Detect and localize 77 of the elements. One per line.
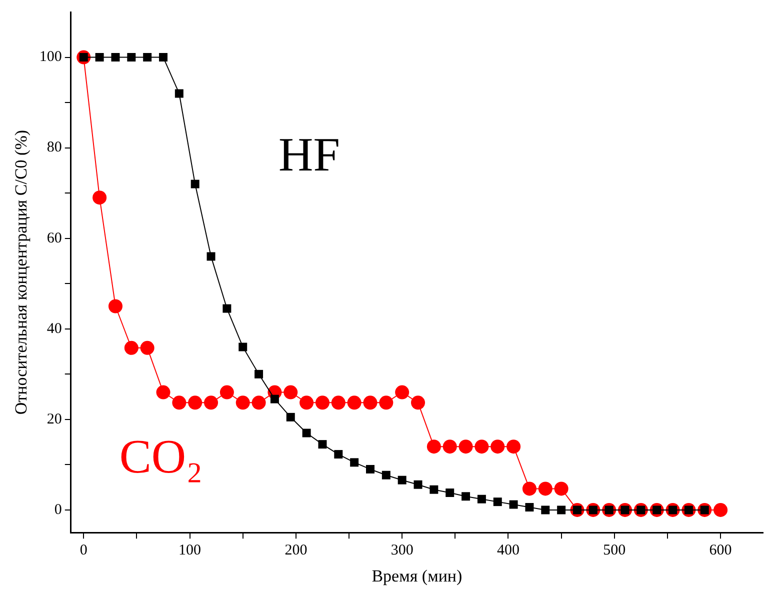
point xyxy=(458,440,473,454)
point xyxy=(554,482,568,496)
point xyxy=(411,396,426,410)
point xyxy=(236,396,250,410)
point xyxy=(414,480,422,489)
point xyxy=(382,470,390,480)
point xyxy=(286,412,295,422)
y-tick-label: 60 xyxy=(46,230,62,246)
point xyxy=(222,304,232,313)
point xyxy=(490,440,505,454)
point xyxy=(350,458,359,467)
point xyxy=(159,53,168,62)
y-axis-title: Относительная концентрация C/C0 (%) xyxy=(12,130,31,415)
point xyxy=(108,299,122,314)
point xyxy=(347,396,362,410)
point xyxy=(509,500,518,509)
point xyxy=(477,494,486,504)
point xyxy=(379,396,394,410)
point xyxy=(95,53,104,62)
point xyxy=(156,385,170,400)
series-label: HF xyxy=(278,128,340,182)
point xyxy=(398,476,406,484)
point xyxy=(220,385,234,400)
x-tick-label: 200 xyxy=(284,542,308,559)
y-tick-label: 100 xyxy=(39,49,62,66)
point xyxy=(238,342,248,352)
point xyxy=(462,492,470,501)
x-tick-label: 600 xyxy=(709,542,732,559)
point xyxy=(493,498,502,506)
point xyxy=(140,340,154,355)
point xyxy=(127,53,136,62)
y-tick-label: 20 xyxy=(46,411,62,428)
point xyxy=(538,482,552,496)
x-tick-label: 300 xyxy=(390,542,414,559)
point xyxy=(318,440,327,449)
x-tick-label: 500 xyxy=(603,542,626,559)
series-label: CO₂ xyxy=(119,430,203,484)
point xyxy=(254,370,264,378)
point xyxy=(204,396,218,410)
point xyxy=(206,252,216,261)
point xyxy=(446,488,454,498)
point xyxy=(284,385,298,400)
point xyxy=(442,440,457,454)
point xyxy=(714,502,728,517)
point xyxy=(188,396,202,410)
point xyxy=(315,396,330,410)
point xyxy=(252,396,266,410)
point xyxy=(366,464,374,474)
point xyxy=(174,89,184,98)
point xyxy=(426,440,441,454)
point xyxy=(363,396,378,410)
y-tick-label: 0 xyxy=(54,502,62,518)
point xyxy=(172,396,186,410)
point xyxy=(430,485,438,494)
x-tick-label: 100 xyxy=(178,542,202,559)
point xyxy=(124,340,138,355)
point xyxy=(522,482,536,496)
point xyxy=(557,506,566,514)
y-tick-label: 40 xyxy=(46,320,62,337)
point xyxy=(331,396,346,410)
point xyxy=(474,440,489,454)
x-tick-label: 0 xyxy=(80,542,88,559)
point xyxy=(92,190,107,205)
y-tick-label: 80 xyxy=(46,140,62,156)
point xyxy=(541,506,550,514)
point xyxy=(270,394,279,404)
point xyxy=(506,440,521,454)
x-tick-label: 400 xyxy=(496,542,520,559)
point xyxy=(334,450,343,459)
point xyxy=(300,396,314,410)
point xyxy=(111,53,120,62)
point xyxy=(143,53,152,62)
point xyxy=(302,428,311,438)
point xyxy=(525,503,534,512)
point xyxy=(395,385,410,400)
point xyxy=(190,180,200,188)
x-axis-title: Время (мин) xyxy=(372,566,462,586)
